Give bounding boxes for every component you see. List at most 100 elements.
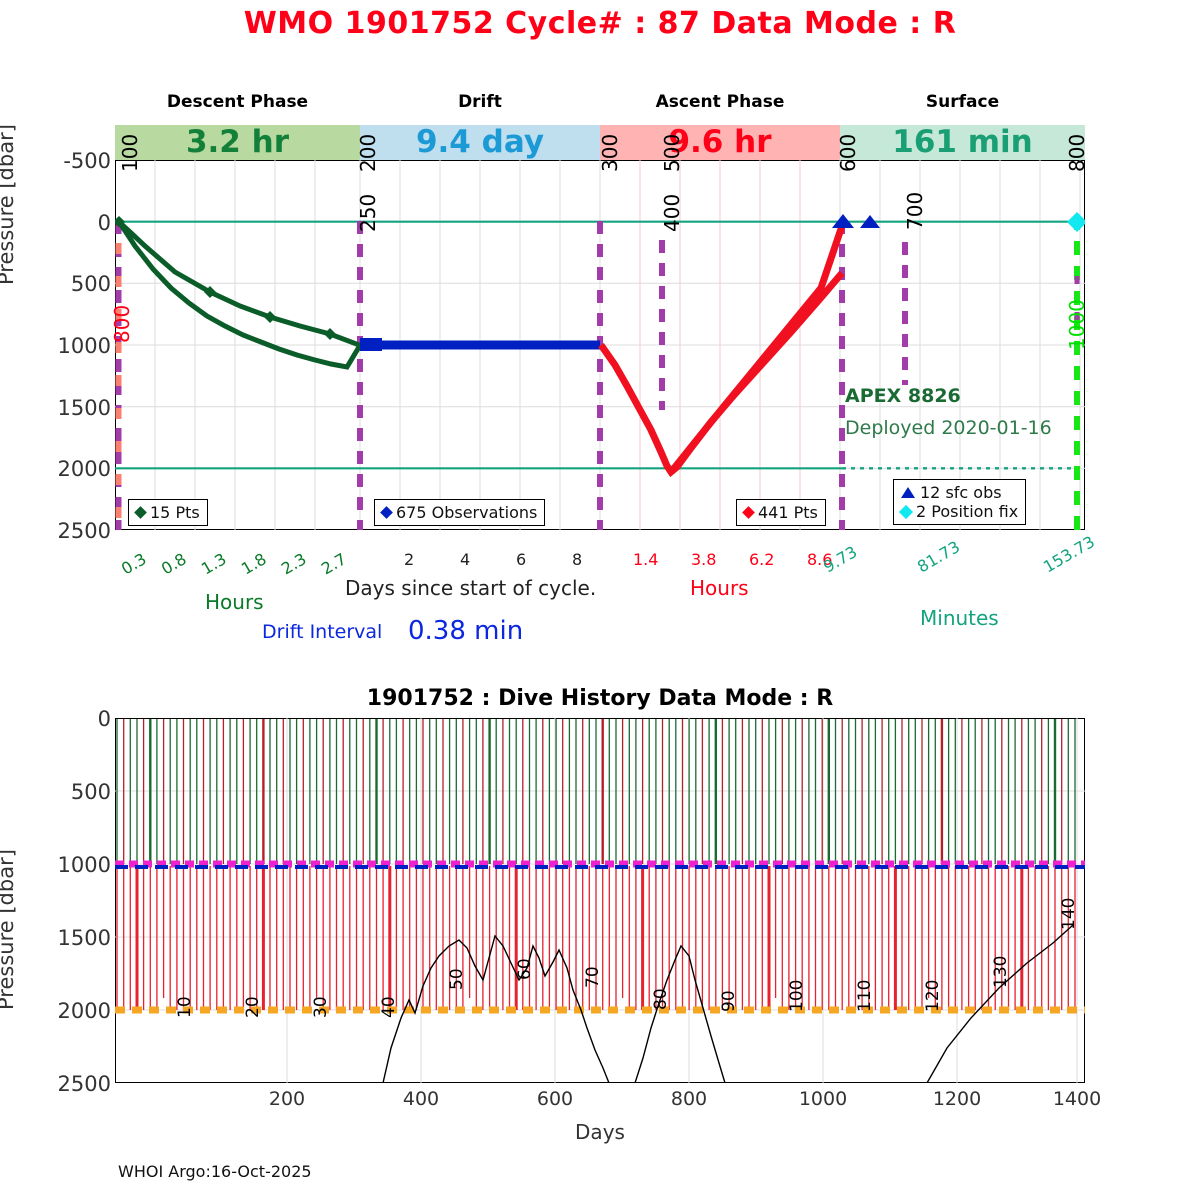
float-deployed: Deployed 2020-01-16 (845, 417, 1052, 439)
top-y-tick: -500 (63, 149, 111, 173)
message-label-400: 400 (660, 193, 684, 232)
x-tick: 2 (404, 550, 415, 569)
legend-box: 675 Observations (374, 499, 546, 526)
ascent-curve-up (668, 221, 847, 475)
phase-duration-0: 3.2 hr (185, 124, 290, 160)
cycle-index-label-20: 20 (243, 996, 263, 1018)
x-tick: 3.8 (691, 550, 717, 569)
x-tick: 6 (516, 550, 527, 569)
x-tick: 1.8 (238, 549, 270, 579)
x-tick: 8.6 (807, 550, 833, 569)
dive-history-plot (115, 718, 1085, 1083)
dive-history-y-tick: 2000 (57, 999, 111, 1023)
surface-minutes-axis-label: Minutes (920, 606, 999, 630)
message-label-700: 700 (903, 191, 927, 230)
x-tick: 81.73 (914, 537, 964, 577)
dive-history-y-tick: 1000 (57, 853, 111, 877)
surface-legend-row-sfc-obs: 12 sfc obs (901, 483, 1018, 502)
x-tick: 153.73 (1040, 532, 1098, 577)
dive-history-x-tick: 1000 (798, 1088, 848, 1110)
footer-text: WHOI Argo:16-Oct-2025 (118, 1162, 312, 1181)
legend-box: 15 Pts (128, 499, 208, 526)
dive-history-cycle-lines (116, 719, 1076, 1010)
top-y-tick: 2500 (57, 519, 111, 543)
drift-interval-value: 0.38 min (408, 616, 524, 646)
cycle-index-label-70: 70 (583, 966, 603, 988)
diamond-icon (742, 506, 755, 519)
message-label-1000: 1000 (1065, 299, 1089, 350)
x-tick: 1.3 (198, 549, 230, 579)
phase-boundary-lines (115, 221, 908, 530)
phase-duration-3: 161 min (892, 124, 1033, 160)
phase-name-2: Ascent Phase (655, 92, 785, 112)
x-tick: 0.3 (118, 549, 150, 579)
phase-name-0: Descent Phase (166, 92, 309, 112)
x-tick: 1.4 (633, 550, 659, 569)
top-y-tick: 1000 (57, 334, 111, 358)
dive-history-x-tick: 200 (268, 1088, 306, 1110)
dive-history-x-tick: 1400 (1052, 1088, 1102, 1110)
cycle-index-label-110: 110 (855, 979, 875, 1012)
dive-history-y-tick: 1500 (57, 926, 111, 950)
drift-observations-taper (360, 338, 382, 351)
message-label-800: 800 (110, 304, 134, 343)
phase-duration-2: 9.6 hr (668, 124, 772, 160)
x-tick: 6.2 (749, 550, 775, 569)
phase-band-0 (115, 125, 360, 160)
surface-observations (832, 214, 880, 228)
top-y-tick: 500 (70, 272, 111, 297)
cycle-index-label-120: 120 (923, 979, 943, 1012)
descent-curve-real (117, 219, 361, 348)
top-y-tick: 0 (97, 210, 111, 235)
days-axis-label: Days since start of cycle. (345, 576, 597, 600)
x-tick: 4 (460, 550, 471, 569)
x-tick: 0.8 (158, 549, 190, 579)
message-label-300: 300 (598, 133, 622, 172)
phase-band-1 (360, 125, 600, 160)
cycle-profile-canvas (115, 160, 1085, 530)
cycle-index-label-50: 50 (447, 968, 467, 990)
descent-hours-axis-label: Hours (205, 590, 264, 614)
cycle-index-trace (382, 934, 726, 1083)
descent-markers (115, 216, 336, 340)
surface-legend-row-position-fix: 2 Position fix (898, 502, 1018, 521)
legend-label: 15 Pts (150, 503, 200, 522)
x-tick: 8 (572, 550, 583, 569)
x-tick: 2.3 (278, 549, 310, 579)
x-tick: 2.7 (318, 549, 350, 579)
cycle-index-label-30: 30 (311, 996, 331, 1018)
top-y-tick: 1500 (57, 395, 111, 420)
dive-history-x-tick: 400 (402, 1088, 440, 1110)
message-label-200: 200 (356, 133, 380, 172)
top-y-tick: 2000 (57, 457, 111, 482)
message-label-250: 250 (356, 193, 380, 232)
dive-history-y-tick: 2500 (57, 1072, 111, 1096)
dive-history-y-tick: 500 (70, 780, 111, 804)
float-name: APEX 8826 (845, 385, 961, 407)
cycle-index-label-10: 10 (175, 996, 195, 1018)
message-label-600: 600 (836, 133, 860, 172)
diamond-icon (134, 506, 147, 519)
cycle-index-label-60: 60 (515, 958, 535, 980)
phase-band-3 (840, 125, 1085, 160)
ascent-hours-axis-label: Hours (690, 576, 749, 600)
phase-band-2 (600, 125, 840, 160)
cycle-index-label-80: 80 (651, 988, 671, 1010)
diamond-icon (380, 506, 393, 519)
dive-history-title: 1901752 : Dive History Data Mode : R (366, 686, 834, 711)
cycle-index-label-100: 100 (787, 979, 807, 1012)
phase-name-1: Drift (458, 92, 502, 112)
page-title: WMO 1901752 Cycle# : 87 Data Mode : R (243, 6, 957, 41)
cycle-index-trace-right (926, 924, 1074, 1083)
message-label-100: 100 (118, 133, 142, 172)
legend-label: 441 Pts (758, 503, 818, 522)
dive-history-x-tick: 1200 (932, 1088, 982, 1110)
x-tick: 9.73 (820, 542, 861, 577)
surface-legend: 12 sfc obs 2 Position fix (893, 479, 1027, 525)
dive-history-x-tick: 600 (536, 1088, 574, 1110)
dive-history-canvas (115, 718, 1085, 1083)
triangle-up-icon (901, 487, 915, 498)
dive-history-x-axis-label: Days (575, 1120, 625, 1144)
phase-name-3: Surface (925, 92, 1000, 112)
phase-duration-1: 9.4 day (415, 124, 545, 160)
